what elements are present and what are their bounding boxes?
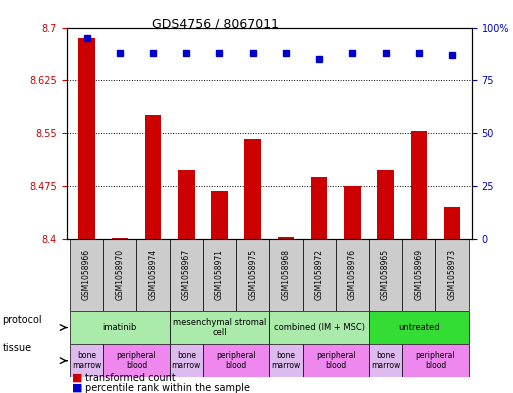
Text: GSM1058968: GSM1058968 <box>282 249 290 300</box>
Bar <box>269 239 303 311</box>
Text: peripheral
blood: peripheral blood <box>316 351 356 370</box>
Bar <box>203 344 269 377</box>
Text: GSM1058976: GSM1058976 <box>348 249 357 300</box>
Text: imatinib: imatinib <box>103 323 137 332</box>
Bar <box>402 344 469 377</box>
Text: GSM1058973: GSM1058973 <box>447 249 457 300</box>
Bar <box>178 170 194 239</box>
Bar <box>111 238 128 239</box>
Text: GSM1058969: GSM1058969 <box>415 249 423 300</box>
Bar <box>103 239 136 311</box>
Bar <box>136 239 170 311</box>
Text: protocol: protocol <box>3 315 42 325</box>
Bar <box>336 239 369 311</box>
Bar <box>344 186 361 239</box>
Bar <box>145 116 162 239</box>
Text: bone
marrow: bone marrow <box>271 351 301 370</box>
Text: ■: ■ <box>72 373 82 383</box>
Text: GSM1058967: GSM1058967 <box>182 249 191 300</box>
Text: percentile rank within the sample: percentile rank within the sample <box>85 383 250 393</box>
Text: mesenchymal stromal
cell: mesenchymal stromal cell <box>173 318 266 337</box>
Text: peripheral
blood: peripheral blood <box>416 351 455 370</box>
Bar <box>444 207 460 239</box>
Text: combined (IM + MSC): combined (IM + MSC) <box>273 323 365 332</box>
Bar <box>369 311 469 344</box>
Bar <box>70 311 170 344</box>
Text: bone
marrow: bone marrow <box>172 351 201 370</box>
Bar <box>369 344 402 377</box>
Text: tissue: tissue <box>3 343 32 353</box>
Bar <box>269 344 303 377</box>
Text: GSM1058972: GSM1058972 <box>314 249 324 300</box>
Bar <box>203 239 236 311</box>
Bar <box>436 239 469 311</box>
Bar <box>269 311 369 344</box>
Bar <box>103 344 170 377</box>
Bar <box>70 344 103 377</box>
Bar <box>211 191 228 239</box>
Bar <box>278 237 294 239</box>
Text: peripheral
blood: peripheral blood <box>116 351 156 370</box>
Text: peripheral
blood: peripheral blood <box>216 351 256 370</box>
Bar <box>402 239 436 311</box>
Bar <box>303 239 336 311</box>
Bar <box>303 344 369 377</box>
Bar <box>78 38 95 239</box>
Bar <box>170 311 269 344</box>
Bar <box>311 177 327 239</box>
Bar <box>410 131 427 239</box>
Text: GDS4756 / 8067011: GDS4756 / 8067011 <box>152 18 279 31</box>
Text: transformed count: transformed count <box>85 373 175 383</box>
Bar <box>170 344 203 377</box>
Text: GSM1058974: GSM1058974 <box>149 249 157 300</box>
Text: bone
marrow: bone marrow <box>371 351 400 370</box>
Text: GSM1058966: GSM1058966 <box>82 249 91 300</box>
Bar <box>377 170 394 239</box>
Bar <box>244 140 261 239</box>
Bar <box>236 239 269 311</box>
Bar <box>170 239 203 311</box>
Text: untreated: untreated <box>398 323 440 332</box>
Text: GSM1058975: GSM1058975 <box>248 249 257 300</box>
Text: bone
marrow: bone marrow <box>72 351 101 370</box>
Text: GSM1058970: GSM1058970 <box>115 249 124 300</box>
Bar <box>70 239 103 311</box>
Text: GSM1058971: GSM1058971 <box>215 249 224 300</box>
Text: ■: ■ <box>72 383 82 393</box>
Text: GSM1058965: GSM1058965 <box>381 249 390 300</box>
Bar <box>369 239 402 311</box>
